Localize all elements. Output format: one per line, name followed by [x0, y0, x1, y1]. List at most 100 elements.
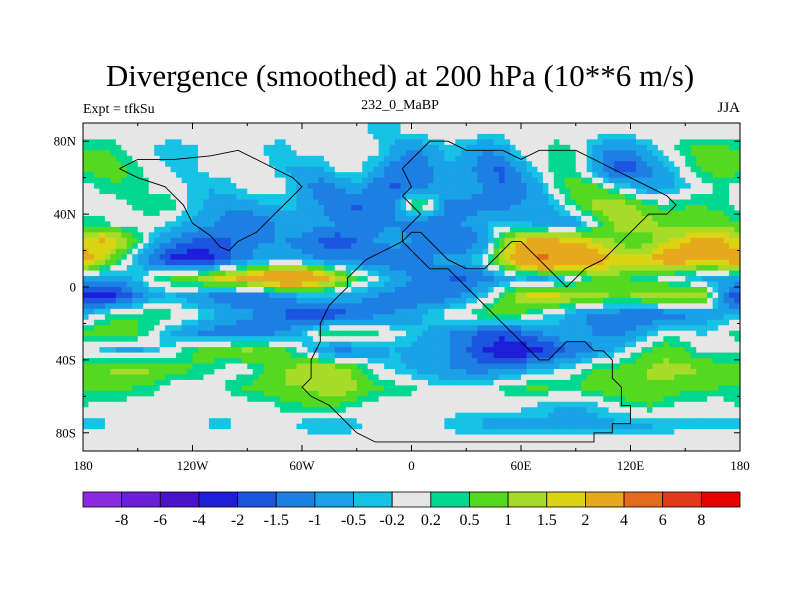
- field-cell: [132, 232, 139, 239]
- field-cell: [192, 150, 199, 157]
- field-cell: [504, 292, 511, 299]
- field-cell: [504, 248, 511, 255]
- field-cell: [132, 330, 139, 337]
- field-cell: [203, 308, 210, 315]
- field-cell: [176, 308, 183, 315]
- field-cell: [99, 276, 106, 283]
- field-cell: [515, 150, 522, 157]
- field-cell: [581, 199, 588, 206]
- field-cell: [526, 199, 533, 206]
- field-cell: [471, 314, 478, 321]
- field-cell: [312, 243, 320, 250]
- field-cell: [564, 226, 571, 233]
- field-cell: [367, 303, 374, 310]
- field-cell: [608, 287, 615, 294]
- field-cell: [586, 232, 593, 239]
- field-cell: [608, 205, 615, 212]
- field-cell: [406, 330, 413, 337]
- field-cell: [449, 325, 456, 332]
- field-cell: [685, 336, 692, 343]
- field-cell: [263, 215, 270, 222]
- field-cell: [236, 243, 243, 250]
- field-cell: [718, 243, 725, 250]
- field-cell: [126, 155, 133, 162]
- field-cell: [674, 155, 681, 162]
- field-cell: [181, 144, 188, 151]
- field-cell: [657, 123, 664, 130]
- field-cell: [690, 128, 697, 135]
- field-cell: [679, 205, 686, 212]
- field-cell: [499, 188, 506, 195]
- field-cell: [181, 248, 188, 255]
- field-cell: [438, 128, 445, 135]
- field-cell: [302, 330, 309, 337]
- field-cell: [99, 281, 106, 288]
- field-cell: [406, 215, 413, 222]
- field-cell: [181, 183, 188, 190]
- field-cell: [225, 144, 232, 151]
- field-cell: [367, 297, 374, 304]
- field-cell: [411, 237, 418, 244]
- field-cell: [444, 139, 451, 146]
- field-cell: [340, 150, 347, 157]
- field-cell: [296, 237, 303, 244]
- field-cell: [444, 226, 451, 233]
- field-cell: [646, 341, 653, 348]
- field-cell: [285, 281, 292, 288]
- field-cell: [400, 150, 407, 157]
- field-cell: [302, 259, 309, 266]
- field-cell: [181, 139, 188, 146]
- field-cell: [553, 210, 560, 217]
- field-cell: [466, 188, 473, 195]
- field-cell: [537, 183, 544, 190]
- field-cell: [712, 226, 719, 233]
- field-cell: [707, 308, 714, 315]
- field-cell: [548, 172, 555, 179]
- field-cell: [696, 155, 703, 162]
- field-cell: [345, 128, 352, 135]
- field-cell: [258, 133, 265, 140]
- field-cell: [329, 281, 336, 288]
- field-cell: [230, 210, 237, 217]
- field-cell: [515, 183, 522, 190]
- field-cell: [641, 243, 648, 250]
- field-cell: [176, 172, 183, 179]
- field-cell: [635, 336, 643, 343]
- field-cell: [575, 325, 582, 332]
- field-cell: [132, 319, 139, 326]
- field-cell: [531, 199, 539, 206]
- field-cell: [499, 314, 506, 321]
- field-cell: [575, 259, 582, 266]
- field-cell: [570, 248, 577, 255]
- field-cell: [729, 276, 736, 283]
- field-cell: [674, 166, 681, 173]
- field-cell: [340, 265, 347, 272]
- field-cell: [104, 177, 111, 184]
- field-cell: [148, 133, 155, 140]
- field-cell: [400, 215, 407, 222]
- field-cell: [614, 177, 621, 184]
- field-cell: [88, 330, 95, 337]
- field-cell: [608, 297, 615, 304]
- field-cell: [553, 325, 560, 332]
- field-cell: [570, 205, 577, 212]
- field-cell: [176, 194, 183, 201]
- field-cell: [526, 194, 533, 201]
- field-cell: [329, 314, 336, 321]
- field-cell: [121, 139, 128, 146]
- field-cell: [345, 287, 352, 294]
- field-cell: [93, 276, 101, 283]
- field-cell: [531, 215, 539, 222]
- field-cell: [302, 150, 309, 157]
- field-cell: [635, 265, 643, 272]
- field-cell: [285, 144, 292, 151]
- field-cell: [471, 128, 478, 135]
- field-cell: [187, 232, 194, 239]
- field-cell: [466, 155, 473, 162]
- field-cell: [734, 123, 741, 130]
- field-cell: [121, 243, 128, 250]
- field-cell: [241, 341, 248, 348]
- field-cell: [668, 210, 675, 217]
- field-cell: [471, 347, 478, 354]
- field-cell: [203, 243, 210, 250]
